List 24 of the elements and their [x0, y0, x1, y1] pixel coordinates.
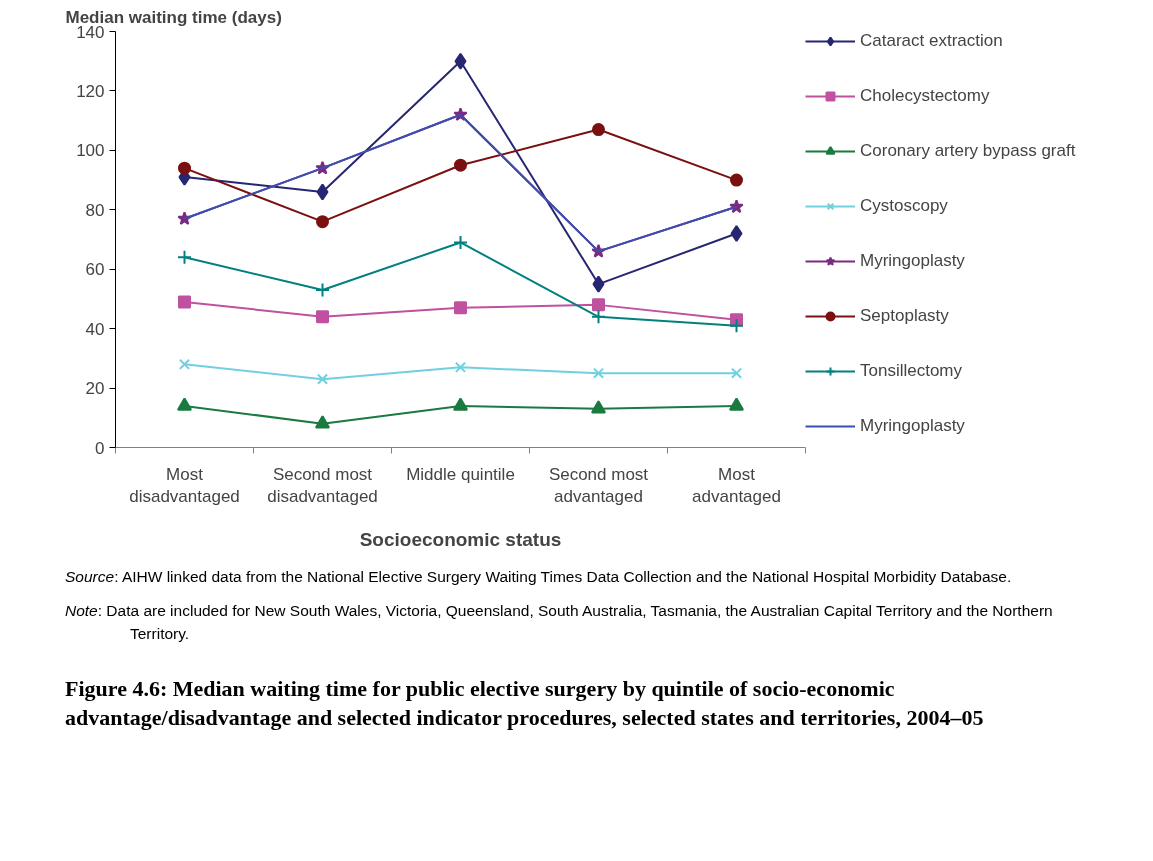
y-tick-label: 20: [85, 379, 105, 399]
source-note: Source: AIHW linked data from the National Elective Surgery Waiting Times Data Collection and the National Hospital Morbidity Database.: [65, 567, 1013, 587]
text: Note: Data are included for New South Wales, Victoria, Queensland, South Australia, Tasmania, the Australian Capital Territory and the Northern Territory.: [65, 601, 1054, 644]
x-axis-title: Socioeconomic status: [359, 529, 562, 551]
legend-label: Myringoplasty: [860, 416, 965, 436]
y-tick-label: 80: [85, 200, 105, 220]
x-tick-label: Most disadvantaged: [129, 464, 240, 507]
y-tick-label: 40: [85, 319, 105, 339]
y-tick-label: 0: [95, 438, 105, 458]
y-tick-label: 100: [76, 141, 105, 161]
x-tick-label: Most advantaged: [692, 464, 781, 507]
x-tick-label: Middle quintile: [406, 464, 515, 484]
x-tick-label: Second most advantaged: [548, 464, 649, 507]
legend-label: Coronary artery bypass graft: [860, 141, 1076, 161]
legend-label: Cataract extraction: [860, 31, 1003, 51]
legend-label: Myringoplasty: [860, 251, 965, 271]
text: Figure 4.6: Median waiting time for public elective surgery by quintile of socio-economic advantage/disadvantage and selected indicator procedures, selected states and territories, 2004–05: [65, 675, 985, 732]
y-tick-label: 60: [85, 260, 105, 280]
legend-label: Cystoscopy: [860, 196, 948, 216]
legend-label: Septoplasty: [860, 306, 949, 326]
legend-label: Tonsillectomy: [860, 361, 963, 381]
x-tick-label: Second most disadvantaged: [267, 464, 378, 507]
legend-label: Cholecystectomy: [860, 86, 990, 106]
y-tick-label: 120: [76, 81, 105, 101]
